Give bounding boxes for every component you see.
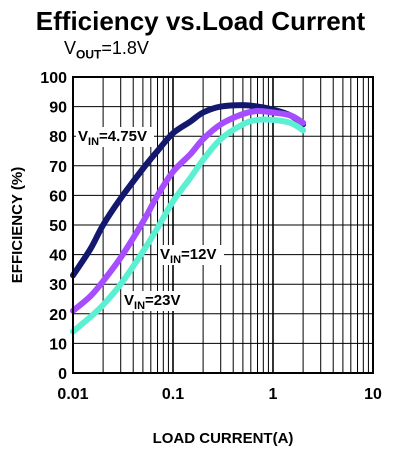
annotation-vin-4-75v: VIN=4.75V bbox=[78, 128, 147, 148]
y-tick-label: 80 bbox=[49, 129, 67, 146]
x-tick-label: 0.1 bbox=[162, 386, 184, 403]
x-axis-label: LOAD CURRENT(A) bbox=[153, 430, 294, 447]
subtitle-sub: OUT bbox=[76, 47, 102, 62]
annotation-background bbox=[122, 291, 188, 311]
x-tick-label: 0.01 bbox=[57, 386, 88, 403]
y-tick-label: 20 bbox=[49, 307, 67, 324]
y-tick-label: 30 bbox=[49, 277, 67, 294]
annotation-main: V bbox=[78, 128, 88, 145]
annotation-background bbox=[158, 245, 224, 265]
y-tick-label: 90 bbox=[49, 100, 67, 117]
y-tick-label: 70 bbox=[49, 159, 67, 176]
annotation-vin-12v: VIN=12V bbox=[160, 246, 216, 266]
annotation-rest: =23V bbox=[145, 292, 180, 309]
x-tick-label: 10 bbox=[364, 386, 382, 403]
subtitle-main: V bbox=[64, 38, 77, 58]
series-line-vin-12v bbox=[70, 107, 307, 314]
annotation-main: V bbox=[124, 292, 134, 309]
chart-title: Efficiency vs.Load Current bbox=[35, 6, 366, 36]
y-tick-label: 40 bbox=[49, 248, 67, 265]
x-tick-label: 1 bbox=[269, 386, 278, 403]
annotation-background bbox=[76, 127, 154, 147]
annotation-sub: IN bbox=[170, 254, 181, 266]
annotation-main: V bbox=[160, 246, 170, 263]
y-tick-label: 100 bbox=[40, 70, 67, 87]
annotation-sub: IN bbox=[134, 300, 145, 312]
plot-frame bbox=[72, 76, 374, 374]
y-tick-label: 0 bbox=[58, 366, 67, 383]
y-tick-label: 10 bbox=[49, 336, 67, 353]
series-line-vin-23v bbox=[70, 116, 307, 335]
annotation-rest: =12V bbox=[181, 246, 216, 263]
series-line-vin-4-75v bbox=[70, 102, 307, 279]
y-tick-label: 50 bbox=[49, 218, 67, 235]
annotation-rest: =4.75V bbox=[99, 128, 147, 145]
series-lines bbox=[70, 102, 307, 335]
y-axis-label: EFFICIENCY (%) bbox=[9, 167, 26, 283]
y-tick-label: 60 bbox=[49, 188, 67, 205]
subtitle-rest: =1.8V bbox=[101, 38, 149, 58]
annotation-vin-23v: VIN=23V bbox=[124, 292, 180, 312]
annotation-sub: IN bbox=[88, 136, 99, 148]
chart-subtitle: VOUT=1.8V bbox=[64, 38, 149, 62]
tick-labels: 0 10 20 30 40 50 60 70 80 90 100 0.01 0.1 1 10 bbox=[40, 70, 382, 403]
